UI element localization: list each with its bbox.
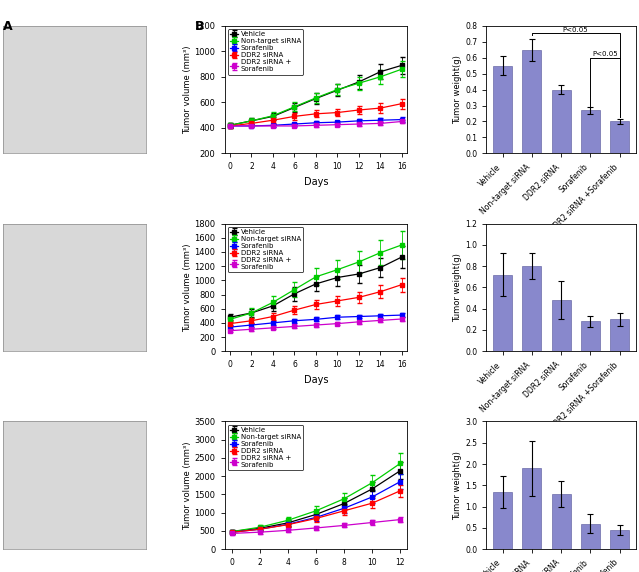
Y-axis label: Tumor weight(g): Tumor weight(g) xyxy=(454,253,463,322)
Legend: Vehicle, Non-target siRNA, Sorafenib, DDR2 siRNA, DDR2 siRNA +
Sorafenib: Vehicle, Non-target siRNA, Sorafenib, DD… xyxy=(228,227,303,272)
Bar xyxy=(581,523,600,549)
Bar xyxy=(493,275,512,351)
Bar xyxy=(522,468,541,549)
Y-axis label: Tumor weight(g): Tumor weight(g) xyxy=(454,451,463,520)
Text: P<0.05: P<0.05 xyxy=(563,27,589,33)
Y-axis label: Tumor volume (mm³): Tumor volume (mm³) xyxy=(183,45,192,134)
Text: B: B xyxy=(195,20,204,33)
Bar xyxy=(551,494,571,549)
Text: P<0.05: P<0.05 xyxy=(592,51,618,57)
X-axis label: Days: Days xyxy=(304,177,328,187)
Bar xyxy=(610,530,629,549)
Y-axis label: Tumor volume (mm³): Tumor volume (mm³) xyxy=(183,243,192,332)
Bar xyxy=(610,121,629,153)
Bar xyxy=(551,90,571,153)
Y-axis label: Tumor volume (mm³): Tumor volume (mm³) xyxy=(183,441,192,530)
Bar xyxy=(493,492,512,549)
Bar xyxy=(522,50,541,153)
Legend: Vehicle, Non-target siRNA, Sorafenib, DDR2 siRNA, DDR2 siRNA +
Sorafenib: Vehicle, Non-target siRNA, Sorafenib, DD… xyxy=(228,425,303,470)
Bar xyxy=(493,66,512,153)
Bar xyxy=(581,110,600,153)
Bar xyxy=(610,319,629,351)
X-axis label: Days: Days xyxy=(304,375,328,385)
Y-axis label: Tumor weight(g): Tumor weight(g) xyxy=(454,55,463,124)
Text: A: A xyxy=(3,20,13,33)
Bar xyxy=(581,321,600,351)
Legend: Vehicle, Non-target siRNA, Sorafenib, DDR2 siRNA, DDR2 siRNA +
Sorafenib: Vehicle, Non-target siRNA, Sorafenib, DD… xyxy=(228,29,303,74)
Bar xyxy=(551,300,571,351)
Bar xyxy=(522,266,541,351)
